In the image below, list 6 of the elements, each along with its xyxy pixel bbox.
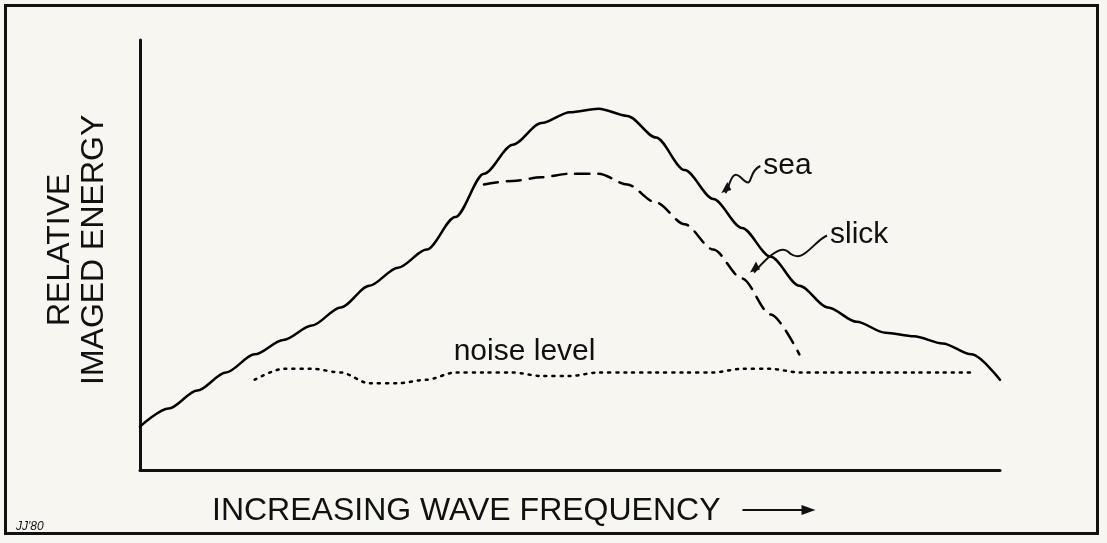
text: slick bbox=[830, 216, 889, 251]
series-label: sea bbox=[763, 146, 812, 181]
series-label: noise level bbox=[453, 333, 596, 368]
x-axis-title: INCREASING WAVE FREQUENCY bbox=[212, 490, 721, 528]
text: JJ'80 bbox=[16, 519, 44, 533]
y-axis-title: RELATIVE IMAGED ENERGY bbox=[40, 114, 111, 385]
